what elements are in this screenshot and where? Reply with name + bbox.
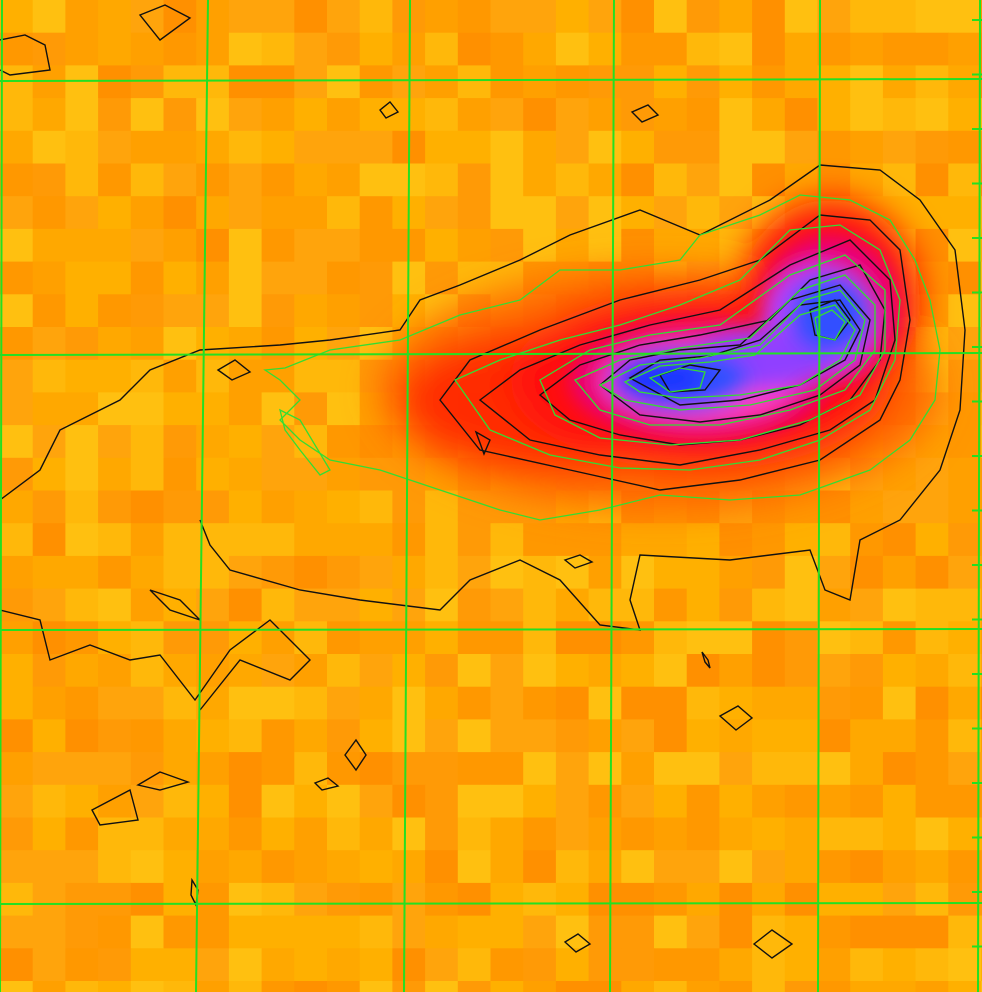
axis-ticks <box>972 19 982 948</box>
contours-black <box>0 4 966 959</box>
contours-green <box>263 194 941 521</box>
